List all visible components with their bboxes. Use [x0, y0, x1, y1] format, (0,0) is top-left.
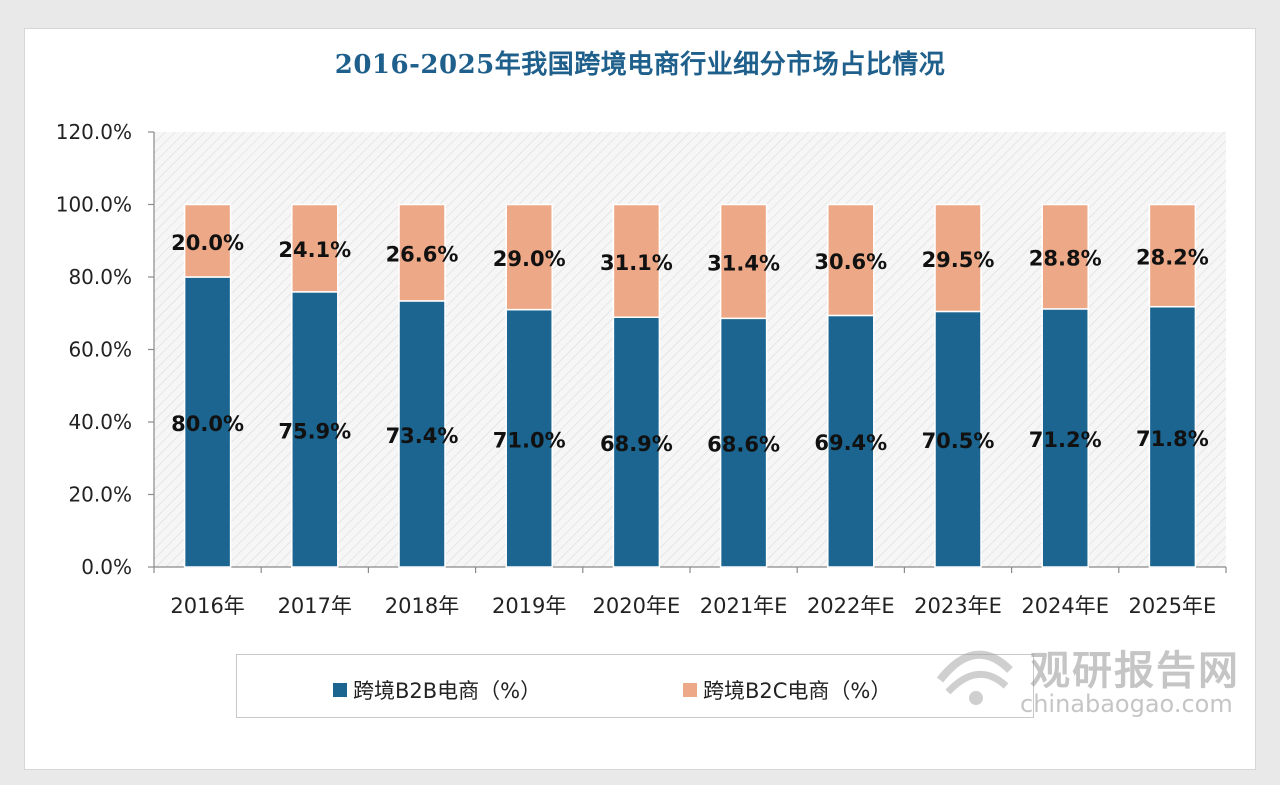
legend-item-b2c: 跨境B2C电商（%） — [683, 675, 891, 705]
data-label-b2b: 73.4% — [386, 424, 459, 448]
data-label-b2c: 26.6% — [386, 243, 459, 267]
bar-segment-b2b — [291, 291, 339, 568]
bar-segment-b2b — [1148, 305, 1197, 568]
data-label-b2b: 70.5% — [922, 429, 995, 453]
data-label-b2c: 31.4% — [707, 251, 780, 275]
x-tick-label: 2025年E — [1129, 594, 1217, 618]
y-tick-label: 40.0% — [68, 410, 132, 434]
y-tick-label: 60.0% — [68, 338, 132, 362]
legend-label-b2b: 跨境B2B电商（%） — [353, 679, 542, 703]
x-tick-label: 2021年E — [700, 594, 788, 618]
bar-segment-b2b — [1041, 308, 1089, 568]
bar-segment-b2b — [612, 316, 661, 568]
legend-swatch-b2c — [683, 683, 697, 697]
y-tick-label: 0.0% — [81, 555, 132, 579]
x-tick-label: 2018年 — [385, 594, 459, 618]
x-tick-label: 2017年 — [278, 594, 352, 618]
data-label-b2c: 20.0% — [171, 231, 244, 255]
x-tick-label: 2016年 — [170, 594, 244, 618]
chart-title: 2016-2025年我国跨境电商行业细分市场占比情况 — [334, 50, 946, 80]
bar-segment-b2c — [719, 203, 768, 320]
bar-segment-b2c — [827, 203, 875, 317]
x-tick-label: 2022年E — [807, 594, 895, 618]
data-label-b2c: 29.5% — [922, 248, 995, 272]
data-label-b2c: 28.2% — [1136, 246, 1209, 270]
data-label-b2c: 28.8% — [1029, 247, 1102, 271]
data-label-b2b: 71.8% — [1136, 427, 1209, 451]
data-label-b2b: 71.2% — [1029, 428, 1102, 452]
bar-segment-b2c — [1148, 203, 1197, 308]
y-tick-label: 100.0% — [56, 193, 132, 217]
x-tick-label: 2024年E — [1021, 594, 1109, 618]
bar-segment-b2c — [934, 203, 982, 313]
legend-label-b2c: 跨境B2C电商（%） — [703, 679, 892, 703]
bar-segment-b2c — [612, 203, 661, 318]
stacked-bar-chart: 0.0% 20.0% 40.0% 60.0% 80.0% 100.0% 120.0% 2016… — [56, 120, 1227, 618]
data-label-b2c: 31.1% — [600, 251, 673, 275]
y-tick-label: 20.0% — [68, 483, 132, 507]
bar-segment-b2b — [183, 276, 232, 568]
legend-swatch-b2b — [333, 683, 347, 697]
bar-segment-b2c — [183, 203, 232, 278]
data-label-b2c: 30.6% — [814, 250, 887, 274]
x-tick-label: 2020年E — [593, 594, 681, 618]
legend-item-b2b: 跨境B2B电商（%） — [333, 675, 541, 705]
y-tick-label: 120.0% — [56, 120, 132, 144]
data-label-b2b: 68.9% — [600, 432, 673, 456]
y-tick-label: 80.0% — [68, 265, 132, 289]
bar-segment-b2b — [827, 314, 875, 568]
bar-segment-b2c — [291, 203, 339, 293]
bar-segment-b2b — [398, 300, 446, 568]
bar-segment-b2b — [719, 317, 768, 568]
bar-segment-b2c — [505, 203, 553, 311]
data-label-b2b: 80.0% — [171, 412, 244, 436]
data-label-b2b: 68.6% — [707, 433, 780, 457]
legend: 跨境B2B电商（%） 跨境B2C电商（%） — [236, 654, 1034, 718]
bar-segment-b2c — [1041, 203, 1089, 310]
data-label-b2c: 29.0% — [493, 247, 566, 271]
data-label-b2b: 71.0% — [493, 428, 566, 452]
x-tick-label: 2019年 — [492, 594, 566, 618]
data-label-b2c: 24.1% — [278, 238, 351, 262]
x-tick-label: 2023年E — [914, 594, 1002, 618]
data-label-b2b: 69.4% — [814, 431, 887, 455]
data-label-b2b: 75.9% — [278, 419, 351, 443]
bar-segment-b2c — [398, 203, 446, 302]
